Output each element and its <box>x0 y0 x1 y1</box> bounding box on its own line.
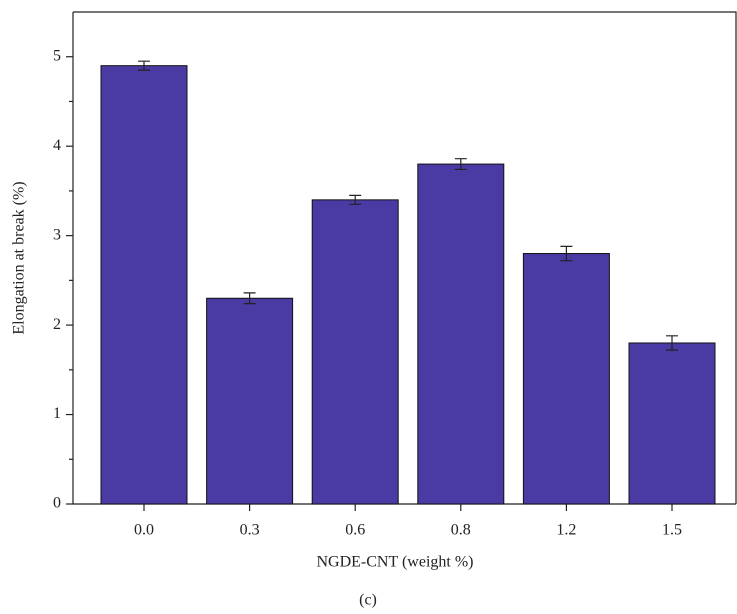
x-tick-label: 0.8 <box>451 522 471 539</box>
error-bar <box>666 335 678 351</box>
x-tick-label: 0.6 <box>345 522 365 539</box>
bar <box>522 253 610 505</box>
y-tick-label: 5 <box>53 47 61 64</box>
error-bar <box>454 158 467 171</box>
y-tick-label: 2 <box>53 316 61 333</box>
x-tick-label: 1.2 <box>556 522 576 539</box>
caption: (c) <box>359 592 377 609</box>
x-tick-label: 1.5 <box>662 522 682 539</box>
error-bar <box>243 292 256 305</box>
y-axis-label: Elongation at break (%) <box>11 181 28 334</box>
x-axis-label: NGDE-CNT (weight %) <box>316 554 473 571</box>
x-tick-label: 0.3 <box>240 522 260 539</box>
error-bar <box>349 194 362 205</box>
bar <box>628 342 716 505</box>
y-tick-label: 0 <box>53 495 61 512</box>
bar <box>417 163 505 505</box>
y-tick-label: 1 <box>53 405 61 422</box>
bar <box>100 65 188 505</box>
y-tick-label: 3 <box>53 226 61 243</box>
bar <box>311 199 399 505</box>
plot-frame <box>73 11 737 504</box>
bar <box>206 297 294 505</box>
y-tick-label: 4 <box>53 137 61 154</box>
error-bar <box>560 245 573 262</box>
x-tick-label: 0.0 <box>134 522 154 539</box>
error-bar <box>138 60 150 71</box>
